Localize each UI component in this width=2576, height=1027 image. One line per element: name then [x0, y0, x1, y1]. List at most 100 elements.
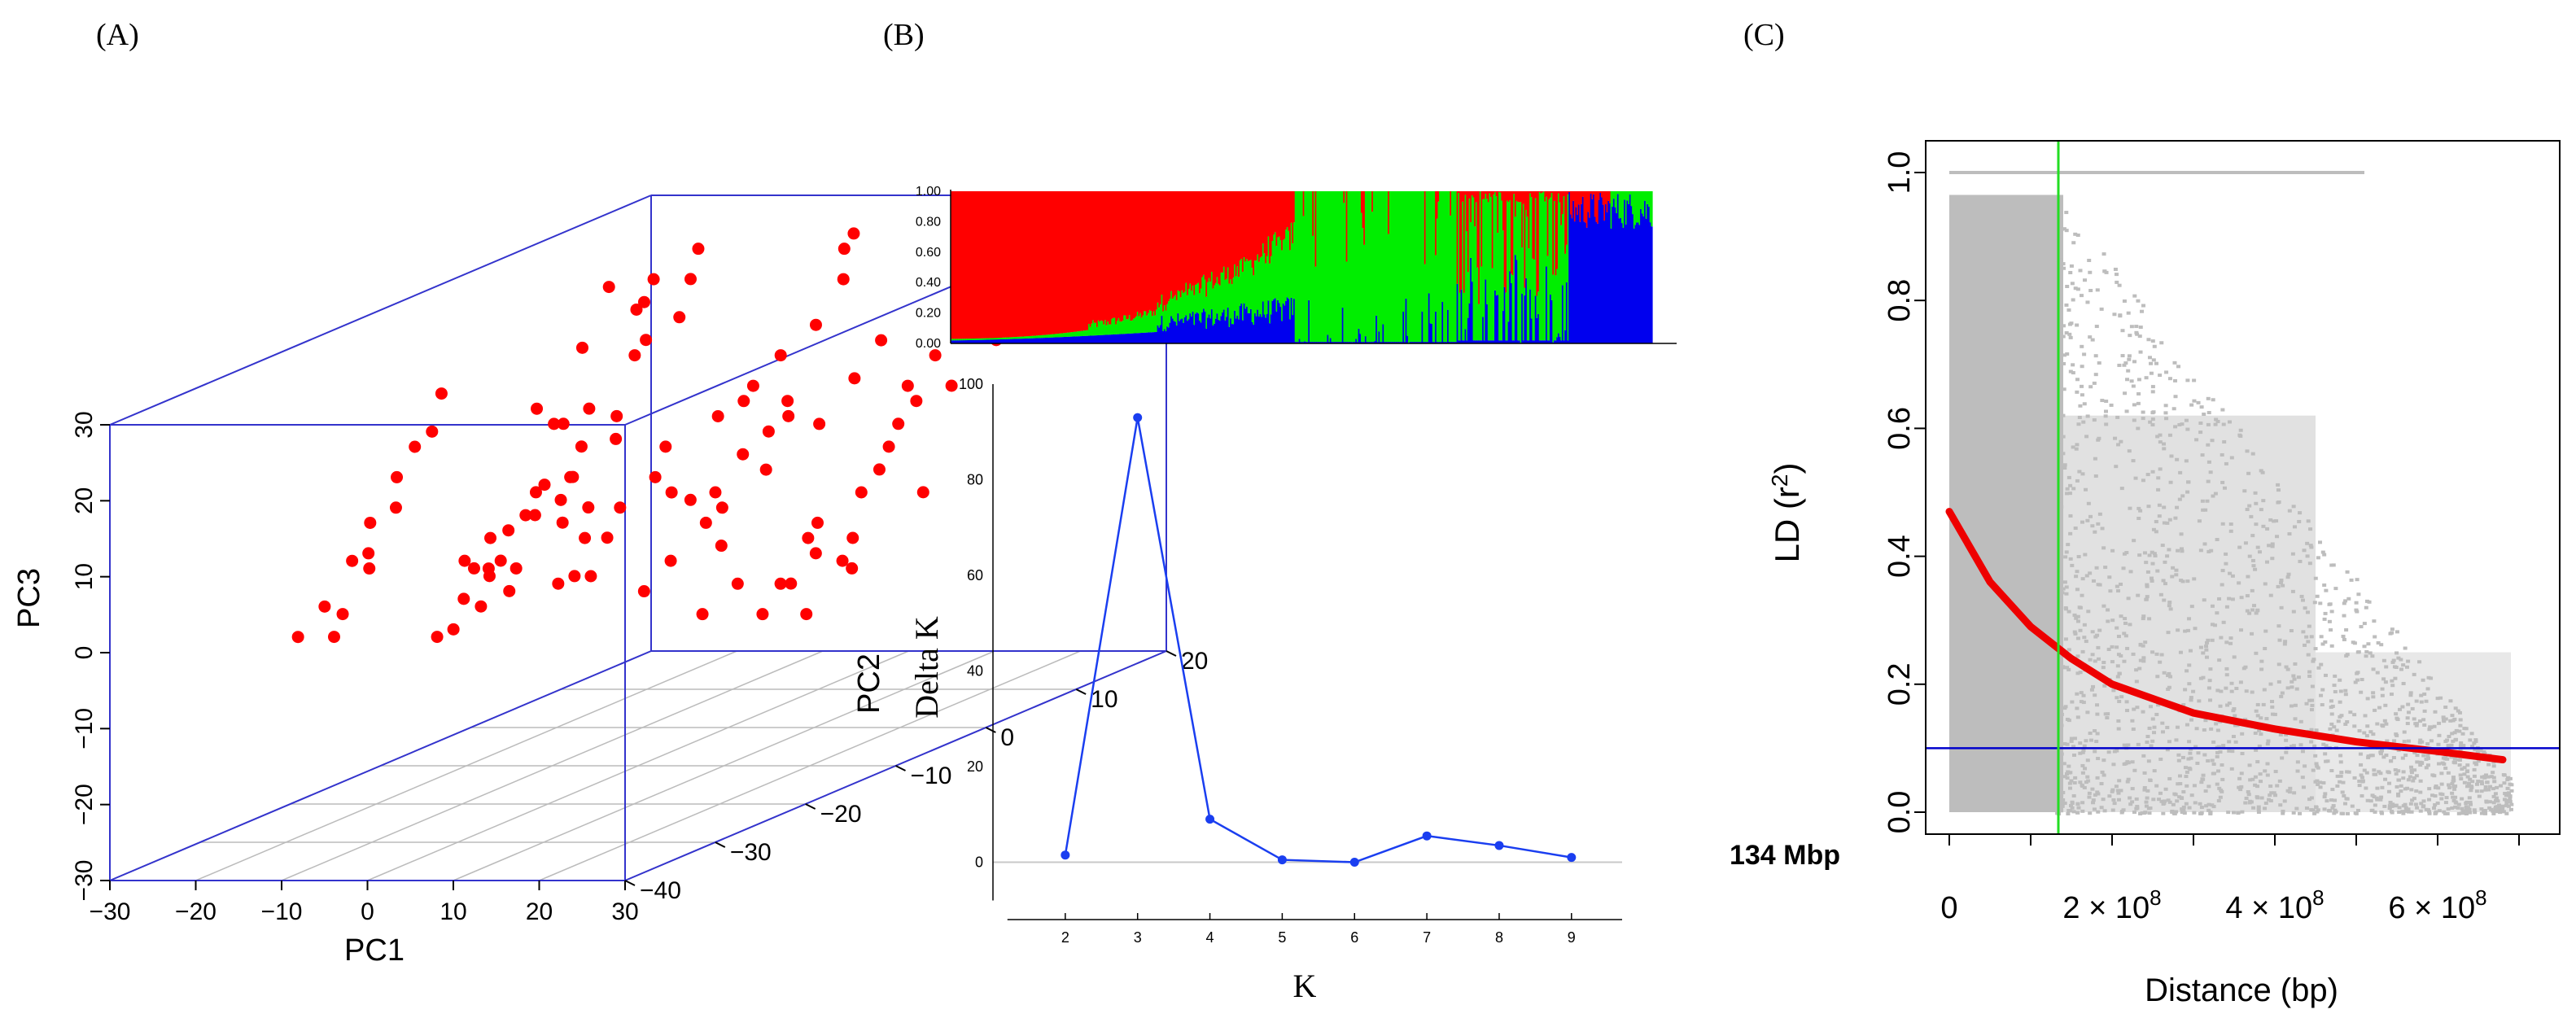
ld-point [2403, 806, 2408, 810]
structure-bar-segment [1202, 308, 1205, 343]
structure-bar-segment [1171, 298, 1174, 319]
structure-bar-segment [1288, 191, 1290, 231]
ld-point [2441, 715, 2446, 719]
structure-bar-segment [1376, 191, 1380, 343]
structure-bar-segment [1363, 244, 1366, 343]
structure-bar-segment [1259, 257, 1262, 315]
structure-bar-segment [1320, 342, 1323, 343]
ld-point [2073, 631, 2078, 636]
ld-point [2255, 796, 2260, 800]
structure-bar-segment [1553, 340, 1556, 343]
structure-bar-segment [1641, 213, 1643, 343]
structure-bar-segment [1081, 330, 1084, 336]
ld-point [2087, 791, 2092, 795]
ld-point [2171, 566, 2176, 570]
structure-bar-segment [1336, 191, 1339, 343]
structure-bar-segment [1209, 191, 1212, 282]
structure-bar-segment [1555, 275, 1557, 341]
ld-point [2066, 770, 2071, 774]
ld-point [2206, 411, 2211, 415]
structure-bar-segment [1185, 282, 1187, 316]
ld-point [2228, 571, 2233, 575]
structure-bar-segment [1037, 191, 1039, 336]
pca-point [552, 577, 565, 590]
ld-point [2256, 805, 2261, 809]
structure-bar-segment [1084, 330, 1087, 336]
ld-point [2394, 665, 2399, 669]
pca-point [802, 531, 815, 544]
ld-point [2445, 738, 2450, 742]
structure-bar-segment [1332, 342, 1335, 343]
structure-bar-segment [1049, 191, 1052, 334]
structure-bar-segment [1598, 191, 1600, 200]
ld-point [2202, 542, 2207, 546]
structure-bar-segment [1534, 198, 1537, 296]
structure-bar-segment [1187, 321, 1189, 343]
structure-bar-segment [990, 339, 992, 343]
structure-bar-segment [1479, 191, 1482, 341]
structure-bar-segment [1602, 191, 1604, 205]
structure-bar-segment [1388, 234, 1390, 343]
structure-bar-segment [1564, 191, 1567, 254]
structure-bar-segment [1509, 271, 1511, 343]
ld-point [2159, 341, 2164, 345]
structure-bar-segment [1436, 218, 1439, 343]
ld-point [2433, 710, 2438, 714]
ld-point [2508, 782, 2513, 786]
structure-bar-segment [1602, 204, 1604, 343]
ld-point [2198, 430, 2203, 435]
structure-bar-segment [1162, 191, 1165, 312]
ld-point [2415, 806, 2420, 810]
ld-point [2406, 702, 2411, 706]
structure-bar-segment [1262, 243, 1265, 302]
ld-point [2273, 793, 2278, 798]
ld-point [2253, 775, 2258, 779]
ld-point [2120, 354, 2125, 358]
ld-point [2062, 741, 2067, 745]
structure-bar-segment [1537, 314, 1540, 343]
ld-point [2080, 344, 2084, 348]
structure-bar-segment [1599, 191, 1602, 194]
structure-bar-segment [1542, 191, 1545, 341]
ld-point [2136, 391, 2141, 396]
structure-bar-segment [1045, 191, 1047, 335]
ld-point [2345, 770, 2350, 774]
ld-point [2091, 684, 2096, 688]
ld-point [2403, 646, 2408, 650]
structure-bar-segment [1257, 261, 1261, 317]
structure-bar-segment [962, 340, 965, 343]
ld-point [2318, 601, 2323, 605]
ld-point [2128, 506, 2132, 510]
structure-bar-segment [1577, 215, 1579, 343]
ld-point [2224, 461, 2228, 465]
pca-point [813, 417, 826, 430]
structure-bar-segment [1116, 191, 1119, 321]
ld-point [2464, 808, 2469, 812]
ld-point [2136, 378, 2141, 382]
structure-bar-segment [1072, 336, 1074, 343]
ld-point [2430, 773, 2435, 777]
structure-bar-segment [1073, 331, 1076, 337]
ld-point [2278, 803, 2283, 807]
structure-bar-segment [1544, 340, 1546, 343]
structure-bar-segment [1251, 191, 1253, 268]
ld-point [2270, 544, 2275, 548]
structure-bar-segment [1513, 340, 1515, 343]
structure-bar-segment [1466, 230, 1468, 341]
structure-bar-segment [1041, 334, 1043, 339]
structure-bar-segment [1595, 191, 1598, 222]
structure-bar-segment [1585, 191, 1589, 228]
structure-bar-segment [1489, 191, 1491, 194]
ld-point [2111, 798, 2116, 802]
structure-tick-label: 0.60 [916, 246, 941, 260]
ld-point [2096, 645, 2101, 649]
structure-bar-segment [1130, 191, 1132, 321]
structure-bar-segment [1301, 342, 1304, 343]
ld-point [2382, 719, 2387, 723]
ld-point [2451, 784, 2456, 789]
structure-bar-segment [1556, 191, 1559, 269]
ld-point [2457, 763, 2462, 767]
ld-point [2147, 553, 2152, 557]
structure-bar-segment [1290, 191, 1292, 223]
ld-point [2173, 395, 2178, 399]
